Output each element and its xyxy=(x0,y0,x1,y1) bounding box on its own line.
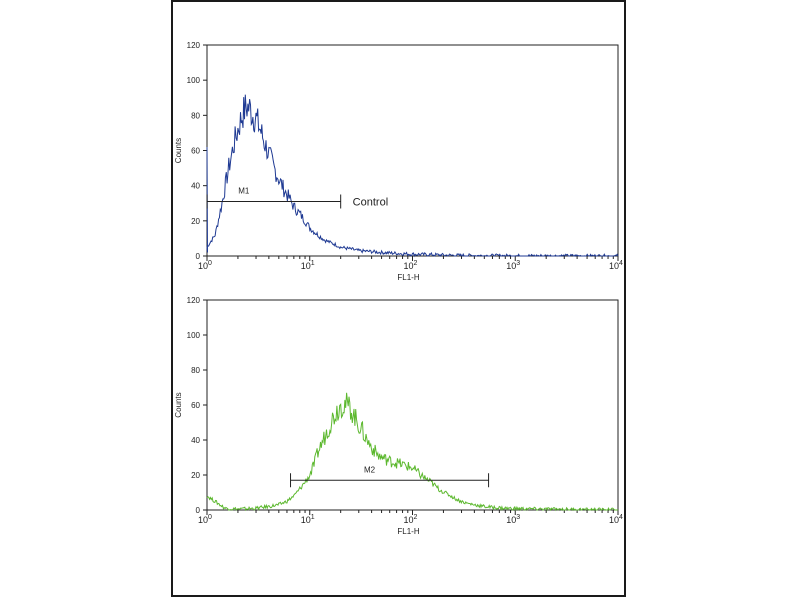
histogram-panel-top: 0 20 40 60 80 100 120 100 101 102 103 104 FL1-H Count… xyxy=(174,41,623,282)
y-axis-label: Counts xyxy=(174,138,183,163)
x-tick-label: 104 xyxy=(609,514,623,525)
y-tick-label: 0 xyxy=(196,252,201,261)
y-tick-label: 100 xyxy=(187,76,201,85)
x-tick-label: 100 xyxy=(198,514,212,525)
plot-area xyxy=(206,299,619,511)
y-tick-label: 20 xyxy=(191,471,200,480)
x-axis-label: FL1-H xyxy=(397,527,419,536)
x-tick-label: 102 xyxy=(404,514,418,525)
y-tick-label: 120 xyxy=(187,41,201,50)
marker-label: M1 xyxy=(238,186,250,195)
x-tick-label: 103 xyxy=(506,514,520,525)
y-axis-label: Counts xyxy=(174,392,183,417)
histogram-panel-bottom: 0 20 40 60 80 100 120 100 101 102 103 104 FL1-H Count… xyxy=(174,296,623,536)
y-tick-label: 40 xyxy=(191,182,200,191)
histogram-trace xyxy=(206,392,619,512)
x-tick-label: 102 xyxy=(404,260,418,271)
y-tick-label: 60 xyxy=(191,147,200,156)
y-tick-label: 80 xyxy=(191,111,200,120)
x-tick-label: 103 xyxy=(506,260,520,271)
x-tick-label: 101 xyxy=(301,260,315,271)
x-axis-label: FL1-H xyxy=(397,273,419,282)
y-tick-label: 20 xyxy=(191,217,200,226)
figure-frame xyxy=(171,0,626,597)
marker-label: M2 xyxy=(364,465,376,474)
y-tick-label: 0 xyxy=(196,506,201,515)
y-tick-label: 120 xyxy=(187,296,201,305)
control-annotation: Control xyxy=(353,196,388,208)
y-tick-label: 100 xyxy=(187,331,201,340)
y-tick-label: 80 xyxy=(191,366,200,375)
x-tick-label: 104 xyxy=(609,260,623,271)
y-tick-label: 60 xyxy=(191,401,200,410)
histogram-trace xyxy=(206,94,619,258)
x-tick-label: 101 xyxy=(301,514,315,525)
x-tick-label: 100 xyxy=(198,260,212,271)
y-tick-label: 40 xyxy=(191,436,200,445)
